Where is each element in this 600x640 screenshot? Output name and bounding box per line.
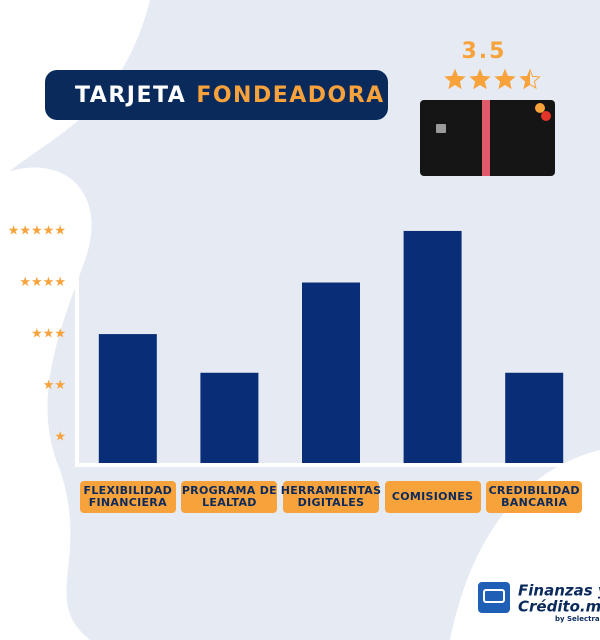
background-blob — [0, 167, 92, 640]
x-tick-label: HERRAMIENTAS DIGITALES — [281, 481, 381, 513]
x-tick-label: COMISIONES — [384, 481, 481, 513]
x-tick-label: CREDIBILIDAD BANCARIA — [486, 481, 583, 513]
y-tick-label: ★★★ — [31, 327, 66, 342]
brand-line: Crédito.mx — [518, 598, 600, 616]
brand-byline: by Selectra — [555, 615, 600, 623]
x-tick-label: PROGRAMA DE LEALTAD — [181, 481, 278, 513]
title-highlight: FONDEADORA — [196, 83, 384, 108]
chart-title: TARJETA FONDEADORA — [75, 83, 385, 108]
title-prefix: TARJETA — [75, 83, 186, 108]
rating-star — [444, 68, 466, 90]
brand-logo — [478, 582, 510, 613]
x-tick-label: FLEXIBILIDAD FINANCIERA — [79, 481, 176, 513]
bar — [505, 372, 564, 463]
bar — [98, 334, 157, 463]
bar — [403, 230, 462, 463]
brand-line: Finanzas y — [518, 582, 600, 600]
rating-star — [519, 68, 541, 90]
rating-value: 3.5 — [462, 39, 507, 64]
y-tick-label: ★ — [54, 430, 66, 445]
rating-star — [494, 68, 516, 90]
y-tick-label: ★★★★★ — [8, 223, 66, 238]
title-pill — [45, 70, 388, 120]
y-tick-label: ★★ — [43, 378, 66, 393]
card — [420, 100, 555, 176]
bar — [302, 282, 360, 463]
y-tick-label: ★★★★ — [19, 275, 66, 290]
bar — [200, 372, 259, 463]
rating-star — [469, 68, 491, 90]
